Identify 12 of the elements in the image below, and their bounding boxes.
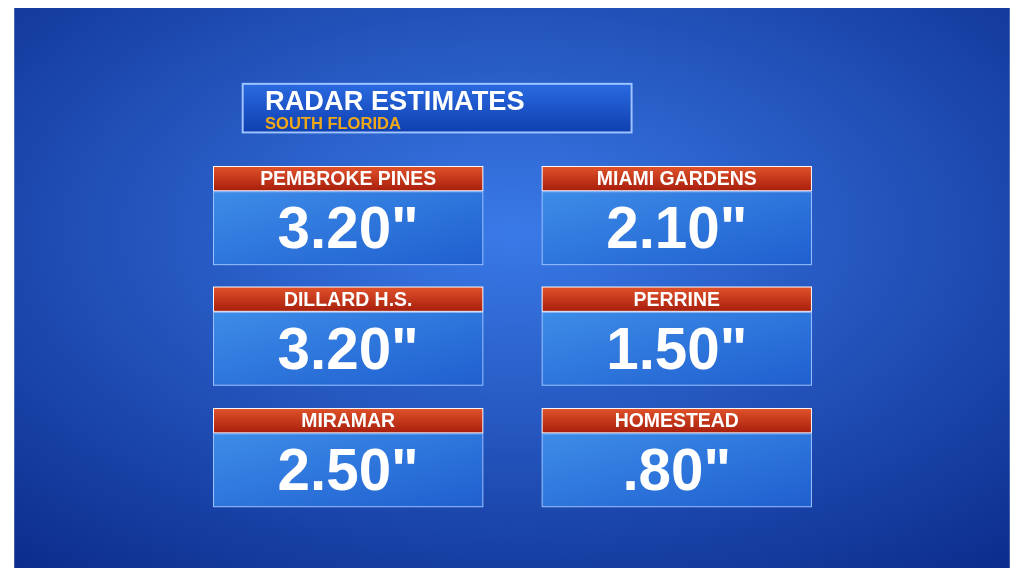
- category-label: MIRAMAR: [301, 409, 396, 432]
- data-label: 2.10": [606, 195, 748, 261]
- data-label: 3.20": [277, 315, 419, 381]
- data-label: 1.50": [606, 315, 748, 381]
- data-label: 3.20": [277, 195, 419, 261]
- category-label: PEMBROKE PINES: [260, 166, 437, 189]
- data-label: 2.50": [277, 437, 419, 503]
- category-label: MIAMI GARDENS: [596, 166, 757, 189]
- data-label: .80": [622, 437, 732, 503]
- category-label: HOMESTEAD: [614, 409, 739, 432]
- category-label: DILLARD H.S.: [283, 287, 413, 310]
- category-label: PERRINE: [633, 287, 721, 310]
